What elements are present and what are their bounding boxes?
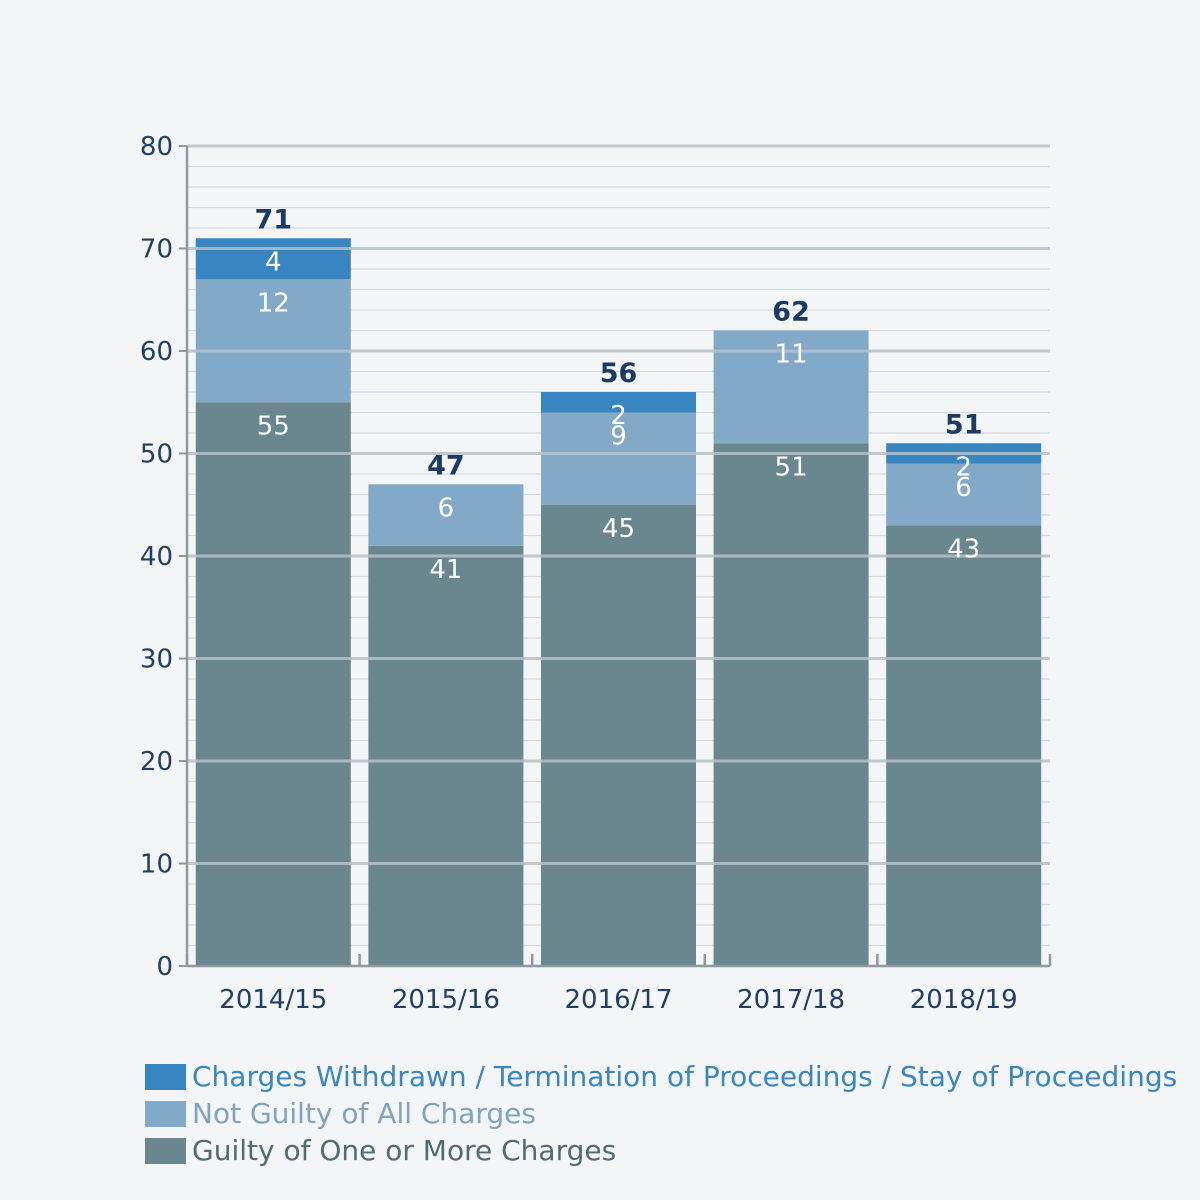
total-value-label: 47 xyxy=(427,450,465,481)
y-tick-label: 70 xyxy=(140,235,173,265)
y-tick-label: 30 xyxy=(140,645,173,675)
segment-value-label: 11 xyxy=(775,340,808,370)
y-tick-label: 20 xyxy=(140,747,173,777)
y-tick-label: 60 xyxy=(140,337,173,367)
bar-segment xyxy=(713,330,869,444)
total-value-label: 51 xyxy=(945,409,983,440)
bar-segment xyxy=(541,392,696,413)
segment-value-label: 41 xyxy=(429,555,462,585)
y-tick-label: 10 xyxy=(140,850,173,880)
x-tick-label: 2014/15 xyxy=(219,985,327,1015)
segment-value-label: 6 xyxy=(955,473,972,503)
bar-segment xyxy=(886,525,1042,966)
legend-swatch xyxy=(145,1137,186,1164)
segment-value-label: 12 xyxy=(257,288,290,318)
segment-value-label: 2 xyxy=(610,401,627,431)
bar-segment xyxy=(368,545,524,966)
total-value-label: 71 xyxy=(255,204,293,235)
legend-swatch xyxy=(145,1100,186,1127)
y-tick-label: 40 xyxy=(140,542,173,572)
bar-segment xyxy=(195,238,351,280)
x-tick-label: 2016/17 xyxy=(564,985,672,1015)
segment-value-label: 4 xyxy=(265,247,282,277)
x-tick-label: 2017/18 xyxy=(737,985,845,1015)
segment-value-label: 51 xyxy=(775,452,808,482)
x-tick-label: 2018/19 xyxy=(910,985,1018,1015)
bar-segment xyxy=(368,484,524,546)
segment-value-label: 2 xyxy=(955,452,972,482)
y-tick-label: 0 xyxy=(156,952,173,982)
x-tick-label: 2015/16 xyxy=(392,985,500,1015)
segment-value-label: 55 xyxy=(257,411,290,441)
bar-segment xyxy=(886,463,1042,526)
bars xyxy=(195,238,1042,966)
segment-value-label: 43 xyxy=(947,534,980,564)
bar-segment xyxy=(195,279,351,403)
y-tick-label: 80 xyxy=(140,132,173,162)
total-value-label: 62 xyxy=(772,297,810,328)
bar-segment xyxy=(195,402,351,966)
segment-value-label: 9 xyxy=(610,422,627,452)
total-value-label: 56 xyxy=(600,358,638,389)
legend-label: Charges Withdrawn / Termination of Proce… xyxy=(192,1060,1178,1093)
legend-item: Charges Withdrawn / Termination of Proce… xyxy=(145,1058,1177,1095)
legend-item: Not Guilty of All Charges xyxy=(145,1095,1177,1132)
stacked-bar-chart: 2014/15 2015/16 2016/17 2017/18 2018/19 0 10 20… xyxy=(140,132,1052,1015)
legend-label: Guilty of One or More Charges xyxy=(192,1134,617,1167)
segment-value-label: 6 xyxy=(438,493,455,523)
legend-label: Not Guilty of All Charges xyxy=(192,1097,536,1130)
legend-swatch xyxy=(145,1063,186,1090)
bar-segment xyxy=(541,412,696,505)
axes: 2014/15 2015/16 2016/17 2017/18 2018/19 0 10 20… xyxy=(140,132,1052,1015)
y-tick-label: 50 xyxy=(140,440,173,470)
bar-segment xyxy=(541,504,696,966)
segment-value-label: 45 xyxy=(602,514,635,544)
legend-item: Guilty of One or More Charges xyxy=(145,1132,1177,1169)
legend: Charges Withdrawn / Termination of Proce… xyxy=(145,1058,1177,1169)
bar-segment xyxy=(713,443,869,966)
